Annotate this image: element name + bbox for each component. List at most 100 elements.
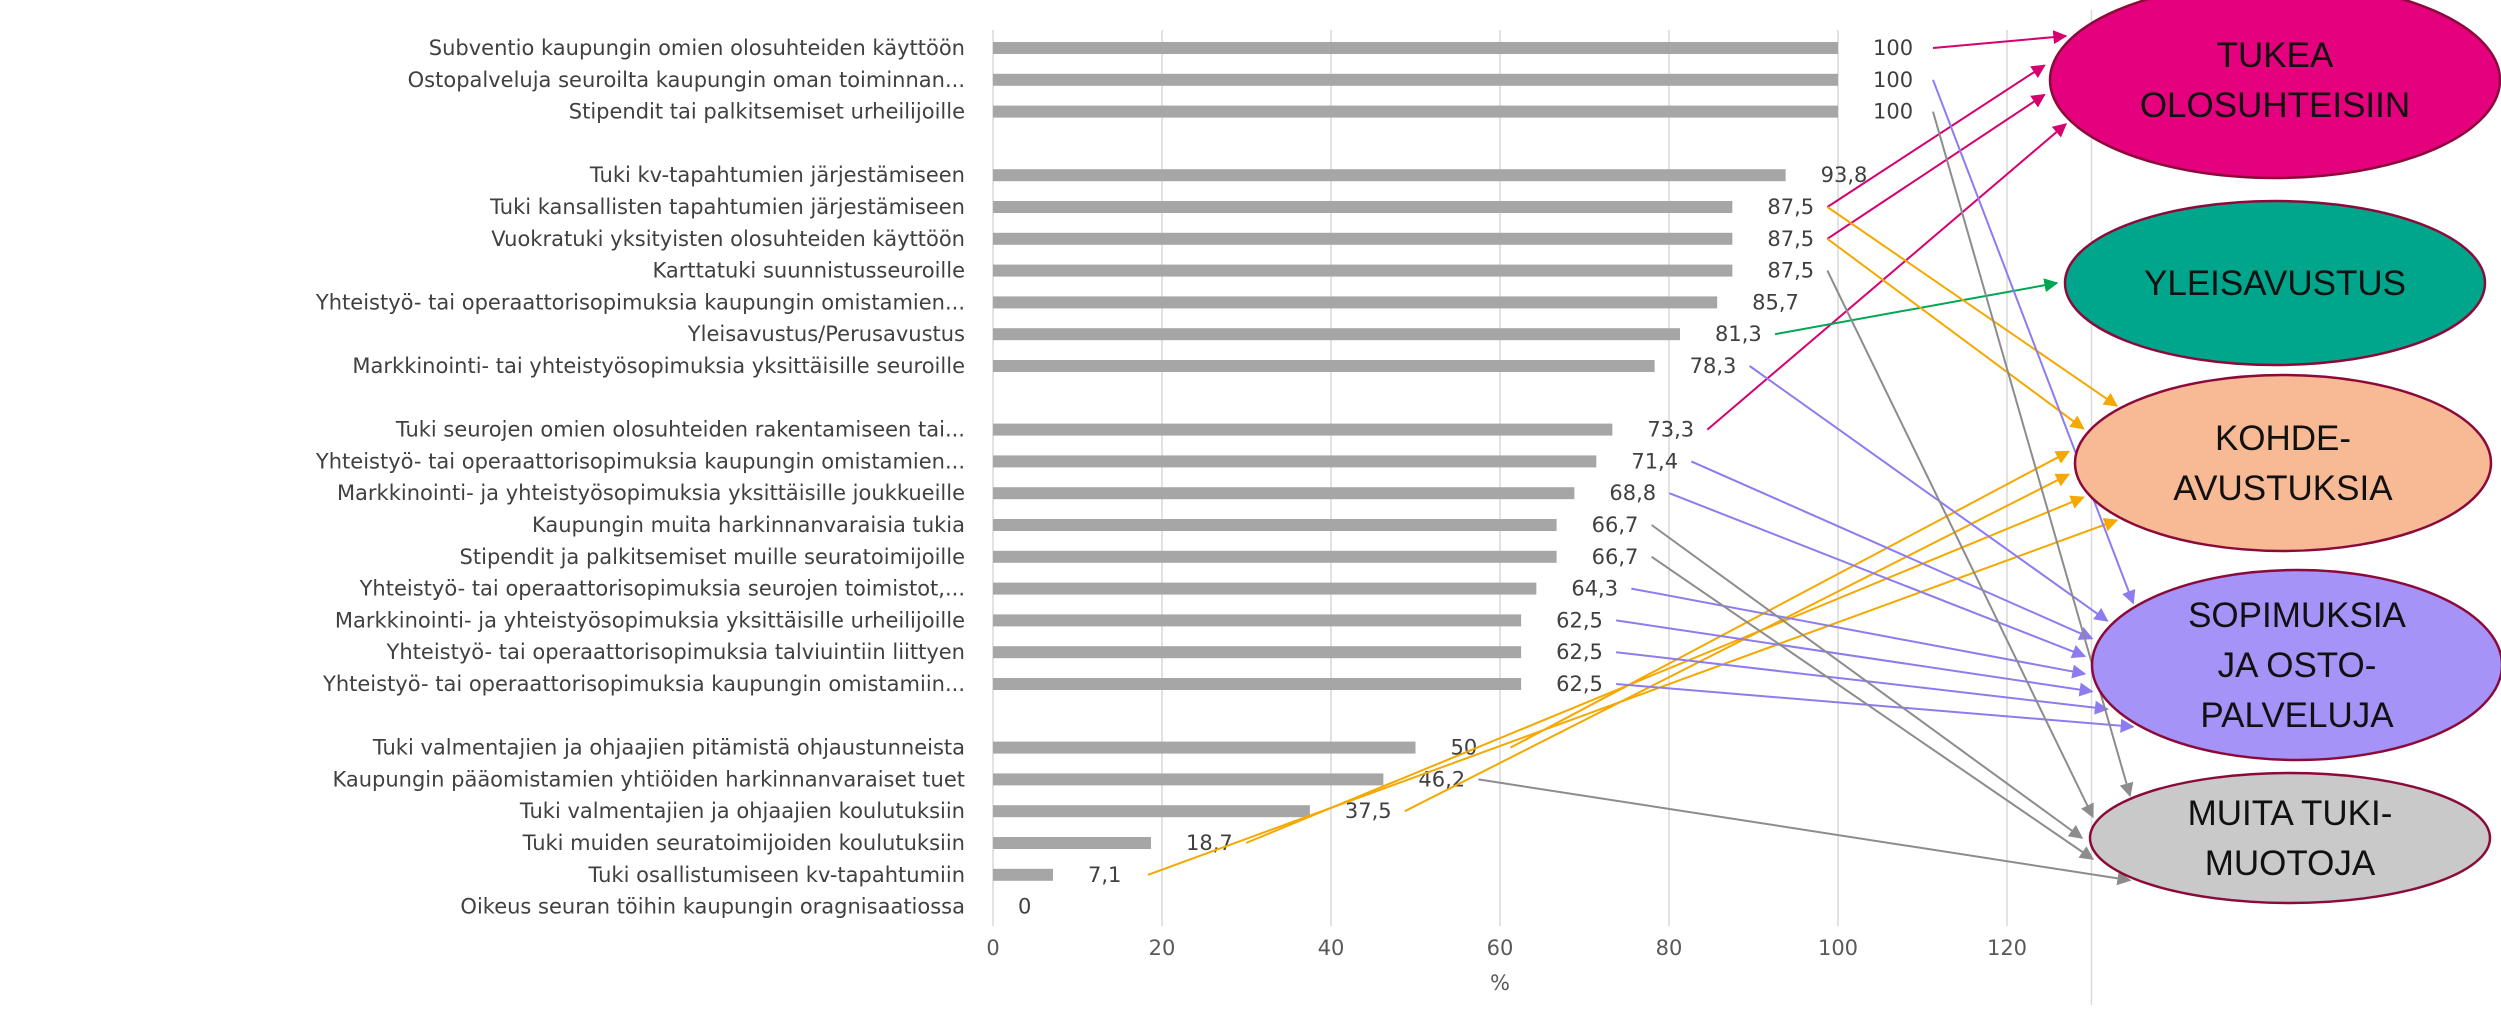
arrow-sopim xyxy=(1615,619,2094,697)
arrow-sopim xyxy=(1749,365,2109,622)
bar xyxy=(993,487,1575,500)
arrow-tukea xyxy=(1826,64,2046,208)
category-labels: Subventio kaupungin omien olosuhteiden k… xyxy=(315,36,965,919)
arrow-muita xyxy=(1651,524,2084,839)
x-tick-label: 80 xyxy=(1656,936,1683,960)
category-label: Stipendit ja palkitsemiset muille seurat… xyxy=(460,545,965,569)
arrow-sopim xyxy=(1631,587,2087,679)
category-label: Stipendit tai palkitsemiset urheilijoill… xyxy=(569,100,965,124)
category-label: Kaupungin muita harkinnanvaraisia tukia xyxy=(532,513,965,537)
bar xyxy=(993,837,1152,849)
arrow-yleis xyxy=(1774,278,2059,336)
value-label: 71,4 xyxy=(1631,449,1678,473)
bar xyxy=(993,614,1522,627)
arrow-kohde xyxy=(1510,450,2071,749)
arrow-kohde xyxy=(1245,495,2085,844)
x-tick-label: 120 xyxy=(1987,936,2027,960)
arrow-sopim xyxy=(1616,651,2109,715)
category-label: Yhteistyö- tai operaattorisopimuksia kau… xyxy=(322,672,965,696)
value-label: 37,5 xyxy=(1345,799,1392,823)
bar xyxy=(993,42,1838,54)
category-label: Tuki seurojen omien olosuhteiden rakenta… xyxy=(395,418,965,442)
category-label: Kaupungin pääomistamien yhtiöiden harkin… xyxy=(332,767,965,791)
value-label: 64,3 xyxy=(1571,577,1618,601)
x-tick-label: 60 xyxy=(1487,936,1514,960)
value-label: 0 xyxy=(1018,895,1031,919)
value-label: 66,7 xyxy=(1592,545,1639,569)
bar xyxy=(993,582,1537,595)
x-tick-label: 0 xyxy=(986,936,999,960)
category-label: Yleisavustus/Perusavustus xyxy=(687,322,965,346)
category-label: Subventio kaupungin omien olosuhteiden k… xyxy=(429,36,965,60)
bars xyxy=(993,42,1838,881)
ellipse-sopim xyxy=(2090,568,2501,762)
value-label: 18,7 xyxy=(1186,831,1233,855)
bar xyxy=(993,264,1733,277)
arrows xyxy=(1147,30,2136,886)
category-ellipses: TUKEA OLOSUHTEISIIN YLEISAVUSTUS KOHDE- AVUS… xyxy=(2048,0,2501,905)
bar xyxy=(993,741,1416,754)
arrow-sopim xyxy=(1932,79,2136,605)
category-label: Markkinointi- ja yhteistyösopimuksia yks… xyxy=(335,608,965,632)
value-label: 100 xyxy=(1873,100,1913,124)
bar xyxy=(993,105,1838,118)
category-label: Markkinointi- tai yhteistyösopimuksia yk… xyxy=(352,354,965,378)
value-label: 62,5 xyxy=(1556,608,1603,632)
value-label: 73,3 xyxy=(1647,418,1694,442)
x-tick-label: 100 xyxy=(1818,936,1858,960)
category-label: Yhteistyö- tai operaattorisopimuksia kau… xyxy=(315,449,965,473)
arrow-kohde xyxy=(1147,517,2119,876)
category-label: Tuki osallistumiseen kv-tapahtumiin xyxy=(587,863,965,887)
value-label: 87,5 xyxy=(1767,195,1814,219)
arrow-sopim xyxy=(1668,492,2087,659)
arrow-muita xyxy=(1826,270,2094,819)
x-tick-label: 20 xyxy=(1149,936,1176,960)
ellipse-label: TUKEA xyxy=(2217,36,2334,75)
bar xyxy=(993,868,1053,881)
bar xyxy=(993,73,1838,86)
ellipse-label: AVUSTUKSIA xyxy=(2173,469,2393,508)
bar xyxy=(993,519,1557,531)
x-axis-title: % xyxy=(1490,971,1510,995)
ellipse-label: KOHDE- xyxy=(2215,419,2351,458)
category-label: Yhteistyö- tai operaattorisopimuksia tal… xyxy=(386,640,965,664)
arrow-sopim xyxy=(1616,683,2135,733)
value-label: 87,5 xyxy=(1767,259,1814,283)
ellipse-tukea xyxy=(2048,0,2501,180)
value-label: 68,8 xyxy=(1609,481,1656,505)
category-label: Tuki valmentajien ja ohjaajien koulutuks… xyxy=(519,799,965,823)
value-label: 66,7 xyxy=(1592,513,1639,537)
arrow-kohde xyxy=(1826,237,2085,430)
bar xyxy=(993,646,1522,659)
bar xyxy=(993,423,1613,436)
bar xyxy=(993,550,1557,563)
value-label: 100 xyxy=(1873,68,1913,92)
bar xyxy=(993,328,1680,341)
ellipse-label: MUITA TUKI- xyxy=(2188,794,2393,833)
bar xyxy=(993,773,1384,786)
x-axis-ticks: 0 20 40 60 80 100 120 xyxy=(986,936,2027,960)
arrow-muita xyxy=(1478,778,2132,886)
value-label: 87,5 xyxy=(1767,227,1814,251)
arrow-sopim xyxy=(1690,460,2094,640)
ellipse-yleis xyxy=(2063,199,2487,367)
bar xyxy=(993,296,1718,309)
value-labels: 100 100 100 93,8 87,5 87,5 87,5 85,7 81,3 78,3 73,… xyxy=(1018,36,1913,919)
arrow-kohde xyxy=(1404,473,2071,813)
value-label: 81,3 xyxy=(1715,322,1762,346)
ellipse-label: YLEISAVUSTUS xyxy=(2144,264,2406,303)
value-label: 100 xyxy=(1873,36,1913,60)
bar xyxy=(993,232,1733,245)
ellipse-label: MUOTOJA xyxy=(2205,844,2376,883)
bar xyxy=(993,169,1786,182)
category-label: Yhteistyö- tai operaattorisopimuksia seu… xyxy=(359,577,965,601)
bar xyxy=(993,678,1522,690)
value-label: 62,5 xyxy=(1556,640,1603,664)
arrow-muita xyxy=(1651,555,2095,860)
ellipse-muita xyxy=(2088,771,2492,905)
category-label: Tuki muiden seuratoimijoiden koulutuksii… xyxy=(522,831,965,855)
ellipse-label: JA OSTO- xyxy=(2218,646,2377,685)
ellipse-kohde xyxy=(2073,373,2493,553)
category-label: Vuokratuki yksityisten olosuhteiden käyt… xyxy=(491,227,965,251)
